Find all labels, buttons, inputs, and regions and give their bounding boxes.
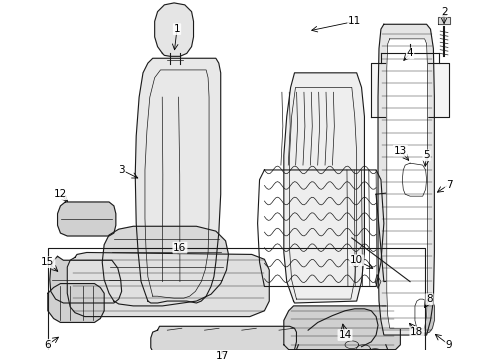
Polygon shape bbox=[375, 189, 426, 282]
Text: 12: 12 bbox=[54, 189, 67, 199]
Text: 9: 9 bbox=[445, 340, 451, 350]
Text: 3: 3 bbox=[118, 165, 125, 175]
Text: 7: 7 bbox=[445, 180, 451, 189]
Polygon shape bbox=[48, 284, 104, 323]
Text: 17: 17 bbox=[216, 351, 229, 360]
Text: 6: 6 bbox=[44, 340, 51, 350]
Polygon shape bbox=[414, 299, 433, 333]
Text: 13: 13 bbox=[393, 145, 406, 156]
Polygon shape bbox=[386, 39, 427, 328]
Polygon shape bbox=[135, 58, 220, 303]
Polygon shape bbox=[150, 326, 296, 354]
Polygon shape bbox=[437, 18, 449, 24]
Polygon shape bbox=[154, 3, 193, 56]
Polygon shape bbox=[374, 275, 380, 288]
Text: 8: 8 bbox=[426, 294, 432, 304]
Polygon shape bbox=[402, 163, 426, 196]
Polygon shape bbox=[283, 306, 400, 350]
Text: 15: 15 bbox=[41, 257, 54, 267]
Polygon shape bbox=[407, 299, 424, 327]
Text: 4: 4 bbox=[406, 48, 412, 58]
Text: 16: 16 bbox=[173, 243, 186, 253]
Polygon shape bbox=[377, 24, 433, 335]
Text: 1: 1 bbox=[173, 24, 180, 34]
Text: 14: 14 bbox=[338, 330, 351, 340]
Text: 10: 10 bbox=[349, 255, 363, 265]
Text: 18: 18 bbox=[409, 327, 423, 337]
Text: 2: 2 bbox=[440, 6, 447, 17]
Polygon shape bbox=[283, 73, 364, 303]
Polygon shape bbox=[58, 202, 116, 236]
Text: 11: 11 bbox=[347, 16, 361, 26]
Text: 5: 5 bbox=[423, 150, 429, 161]
Polygon shape bbox=[370, 63, 448, 117]
Polygon shape bbox=[67, 252, 269, 316]
Polygon shape bbox=[50, 256, 122, 303]
Polygon shape bbox=[102, 226, 228, 306]
